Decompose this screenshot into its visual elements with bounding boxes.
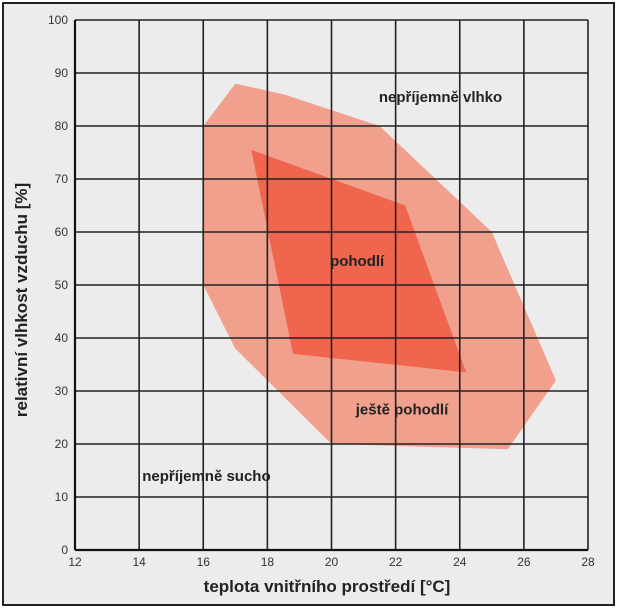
y-tick-label: 10 (55, 490, 69, 504)
y-axis-label: relativní vlhkost vzduchu [%] (12, 183, 31, 417)
region-label: ještě pohodlí (355, 402, 449, 419)
x-tick-label: 14 (132, 555, 146, 569)
y-tick-label: 30 (55, 384, 69, 398)
x-tick-label: 22 (389, 555, 403, 569)
x-tick-labels: 12 14 16 18 20 22 24 26 28 (68, 555, 595, 569)
x-tick-label: 28 (581, 555, 595, 569)
x-tick-label: 26 (517, 555, 531, 569)
y-tick-label: 50 (55, 278, 69, 292)
y-tick-label: 0 (61, 543, 68, 557)
y-tick-label: 70 (55, 172, 69, 186)
y-tick-label: 40 (55, 331, 69, 345)
x-tick-label: 16 (197, 555, 211, 569)
grid-lines (73, 19, 589, 552)
region-label: nepříjemně vlhko (379, 89, 502, 106)
x-axis-label: teplota vnitřního prostředí [°C] (204, 577, 451, 596)
y-tick-label: 80 (55, 119, 69, 133)
y-tick-label: 20 (55, 437, 69, 451)
x-tick-label: 12 (68, 555, 82, 569)
region-labels: nepříjemně vlhko pohodlí ještě pohodlí nepř… (142, 89, 502, 485)
region-comfort (251, 149, 467, 373)
x-tick-label: 24 (453, 555, 467, 569)
x-tick-label: 20 (325, 555, 339, 569)
y-tick-label: 90 (55, 66, 69, 80)
y-tick-labels: 0 10 20 30 40 50 60 70 80 90 100 (48, 13, 68, 557)
y-tick-label: 60 (55, 225, 69, 239)
x-tick-label: 18 (261, 555, 275, 569)
region-label: nepříjemně sucho (142, 468, 270, 485)
y-tick-label: 100 (48, 13, 68, 27)
region-label: pohodlí (330, 253, 385, 270)
comfort-regions (203, 83, 556, 450)
